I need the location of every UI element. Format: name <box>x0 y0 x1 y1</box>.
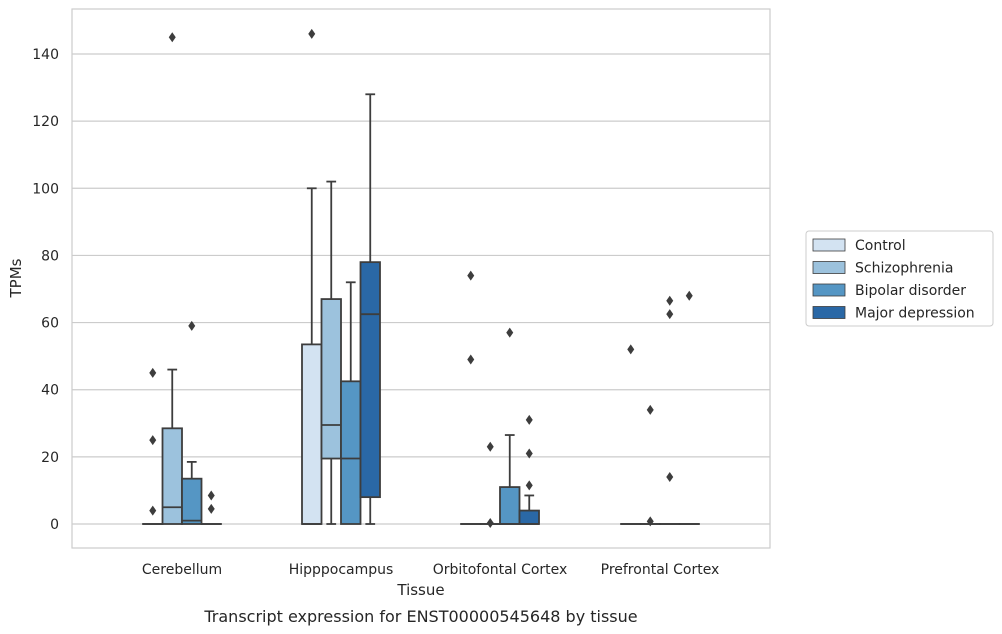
outlier-point <box>506 327 514 338</box>
box-body <box>340 380 362 525</box>
x-axis: Cerebellum Hipppocampus Orbitofontal Corte… <box>142 562 719 578</box>
x-tick-label: Hipppocampus <box>289 562 394 578</box>
legend-label: Schizophrenia <box>855 261 953 277</box>
box-body <box>499 486 521 525</box>
outlier-point <box>525 448 533 459</box>
plot-marks <box>142 28 700 528</box>
x-axis-label: Tissue <box>396 581 444 599</box>
y-tick-label: 20 <box>41 450 59 466</box>
legend-swatch <box>812 261 846 274</box>
box-2-0 <box>460 270 482 525</box>
y-tick-label: 140 <box>32 47 59 63</box>
box-0-1 <box>161 32 183 525</box>
box-0-3 <box>200 490 222 525</box>
box-body <box>518 509 540 525</box>
x-tick-label: Orbitofontal Cortex <box>433 562 568 578</box>
x-tick-label: Cerebellum <box>142 562 222 578</box>
y-tick-label: 0 <box>50 517 59 533</box>
legend-swatch <box>812 306 846 319</box>
outlier-point <box>149 505 157 516</box>
box-2-1 <box>479 441 501 528</box>
box-3-0 <box>620 344 642 525</box>
y-tick-label: 60 <box>41 316 59 332</box>
outlier-point <box>188 320 196 331</box>
outlier-point <box>666 472 674 482</box>
grid-lines <box>72 53 770 525</box>
outlier-point <box>627 344 635 355</box>
outlier-point <box>467 270 475 281</box>
outlier-point <box>666 309 674 320</box>
outlier-point <box>486 441 494 452</box>
plot-frame <box>71 8 771 549</box>
outlier-point <box>525 480 533 491</box>
outlier-point <box>168 32 176 43</box>
box-2-2 <box>499 327 521 525</box>
x-tick-label: Prefrontal Cortex <box>601 562 720 578</box>
box-body <box>161 427 183 525</box>
box-2-3 <box>518 414 540 525</box>
box-1-2 <box>340 281 362 525</box>
box-1-1 <box>320 180 342 525</box>
outlier-point <box>646 516 654 527</box>
outlier-point <box>646 404 654 415</box>
outlier-point <box>685 290 693 301</box>
outlier-point <box>308 28 316 39</box>
box-3-3 <box>678 290 700 525</box>
outlier-point <box>207 490 215 501</box>
legend-swatch <box>812 283 846 297</box>
box-0-2 <box>181 320 203 525</box>
legend-label: Control <box>855 238 906 254</box>
box-1-3 <box>359 93 381 525</box>
legend-frame <box>805 230 994 327</box>
legend-swatch <box>812 238 846 252</box>
chart-caption: Transcript expression for ENST0000054564… <box>203 607 637 626</box>
outlier-point <box>149 367 157 378</box>
y-axis-label: TPMs <box>7 258 25 298</box>
box-body <box>359 261 381 499</box>
box-3-1 <box>639 404 661 527</box>
outlier-point <box>207 503 215 514</box>
box-body <box>181 477 203 525</box>
y-tick-label: 40 <box>41 383 59 399</box>
box-body <box>320 298 342 460</box>
y-tick-label: 100 <box>32 181 59 197</box>
box-1-0 <box>301 28 323 525</box>
box-0-0 <box>142 367 164 525</box>
box-body <box>301 343 323 525</box>
legend: Control Schizophrenia Bipolar disorder Majo… <box>805 230 994 327</box>
legend-label: Bipolar disorder <box>855 283 966 299</box>
outlier-point <box>486 517 494 528</box>
outlier-point <box>467 354 475 365</box>
outlier-point <box>149 435 157 446</box>
outlier-point <box>525 414 533 425</box>
y-tick-label: 120 <box>32 114 59 130</box>
box-3-2 <box>659 295 681 525</box>
y-tick-label: 80 <box>41 248 59 264</box>
y-axis: 0 20 40 60 80 100 120 140 <box>32 47 59 533</box>
outlier-point <box>666 295 674 306</box>
legend-label: Major depression <box>855 306 975 322</box>
